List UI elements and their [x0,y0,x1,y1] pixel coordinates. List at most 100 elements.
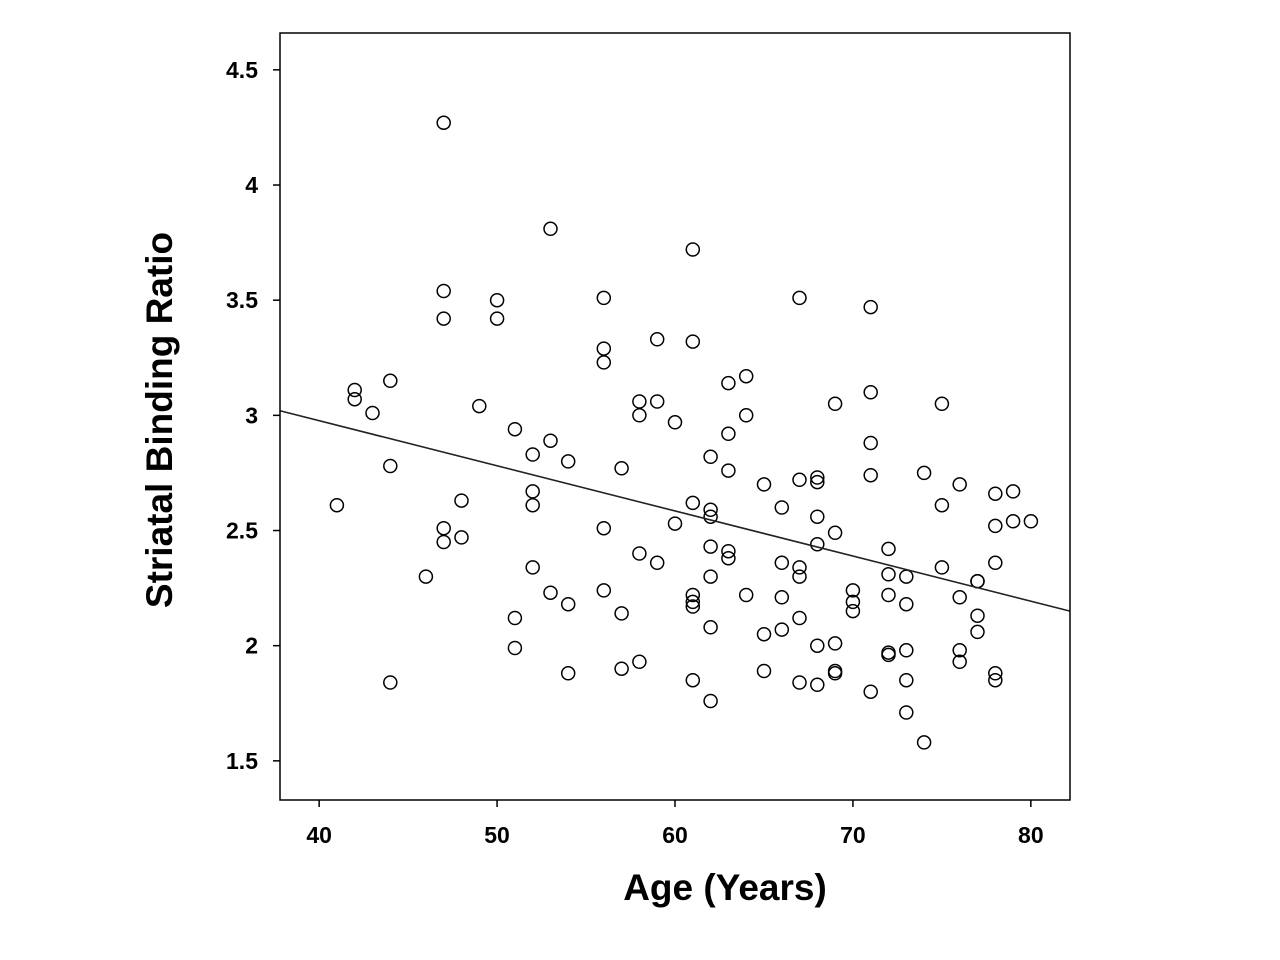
data-point [685,599,701,614]
data-point [703,620,718,635]
data-point [881,587,896,603]
data-point [685,672,701,688]
data-point [952,654,967,670]
data-point [792,675,807,690]
data-point [329,497,345,513]
data-point [934,497,950,513]
data-point [988,555,1003,571]
data-point [756,477,772,492]
data-point [383,373,398,389]
data-point [810,474,825,490]
data-point [703,569,718,584]
data-point [347,391,362,407]
data-point [560,596,576,612]
data-point [756,663,772,679]
data-point [774,622,790,637]
data-point [365,405,380,421]
data-point [721,375,736,391]
data-point [685,587,701,603]
data-point [738,408,754,423]
data-point [418,569,434,584]
data-point [827,666,843,681]
data-point [845,603,861,619]
data-point [685,334,701,349]
data-point [436,534,451,550]
data-point [721,543,736,559]
data-point [827,396,843,412]
data-point [703,539,718,554]
data-point [383,675,398,690]
data-point [614,461,629,476]
data-point [738,368,754,384]
data-point [596,341,612,356]
data-point [489,292,505,308]
data-point [988,486,1003,501]
data-point [632,654,647,670]
y-tick-label: 2.5 [226,518,258,544]
data-point [827,525,843,541]
data-point [543,221,558,237]
data-point [632,408,647,423]
data-point [827,636,843,651]
x-axis-title: Age (Years) [623,867,827,908]
data-point [899,596,914,612]
y-tick-label: 4 [245,172,258,198]
data-point [845,594,861,610]
data-point [863,385,878,400]
data-point [934,396,950,412]
x-tick-label: 50 [484,822,510,848]
x-tick-label: 80 [1018,822,1044,848]
data-point [1005,484,1021,499]
data-point [347,382,362,398]
data-point [596,583,612,598]
data-point [632,546,647,561]
data-point [596,520,612,536]
data-point [952,643,967,658]
data-point [454,530,469,545]
data-point [454,493,469,508]
data-point [1005,514,1021,529]
data-point [881,567,896,582]
y-tick-label: 2 [245,633,258,659]
data-point [525,484,540,499]
data-point [792,610,807,626]
data-point [560,454,576,469]
data-point [810,638,825,653]
y-tick-label: 1.5 [226,748,258,774]
data-point [810,509,825,524]
data-point [863,435,878,451]
data-point [1023,514,1039,529]
data-point [952,477,967,492]
data-point [721,426,736,442]
x-tick-label: 60 [662,822,688,848]
data-point [472,398,487,414]
data-point [899,705,914,720]
data-point [543,433,558,448]
data-point [525,560,540,575]
data-point [899,569,914,584]
x-tick-label: 70 [840,822,866,848]
data-point [810,677,825,693]
y-tick-label: 3.5 [226,287,258,313]
data-point [863,467,878,483]
data-point [436,311,451,326]
data-point [507,421,523,437]
data-point [703,449,718,465]
data-point [863,299,878,315]
regression-line [279,409,1071,612]
data-point [507,640,523,656]
data-point [703,502,718,518]
data-point [596,355,612,370]
data-point [436,283,451,299]
data-point [525,497,540,513]
data-point [756,626,772,642]
data-point [881,647,896,663]
data-point [881,541,896,557]
data-point [667,415,683,430]
data-point [810,470,825,485]
y-tick-label: 4.5 [226,57,258,83]
data-point [970,624,985,640]
y-axis-title: Striatal Binding Ratio [139,232,180,608]
x-axis: 40 50 60 70 80 [306,800,1044,848]
